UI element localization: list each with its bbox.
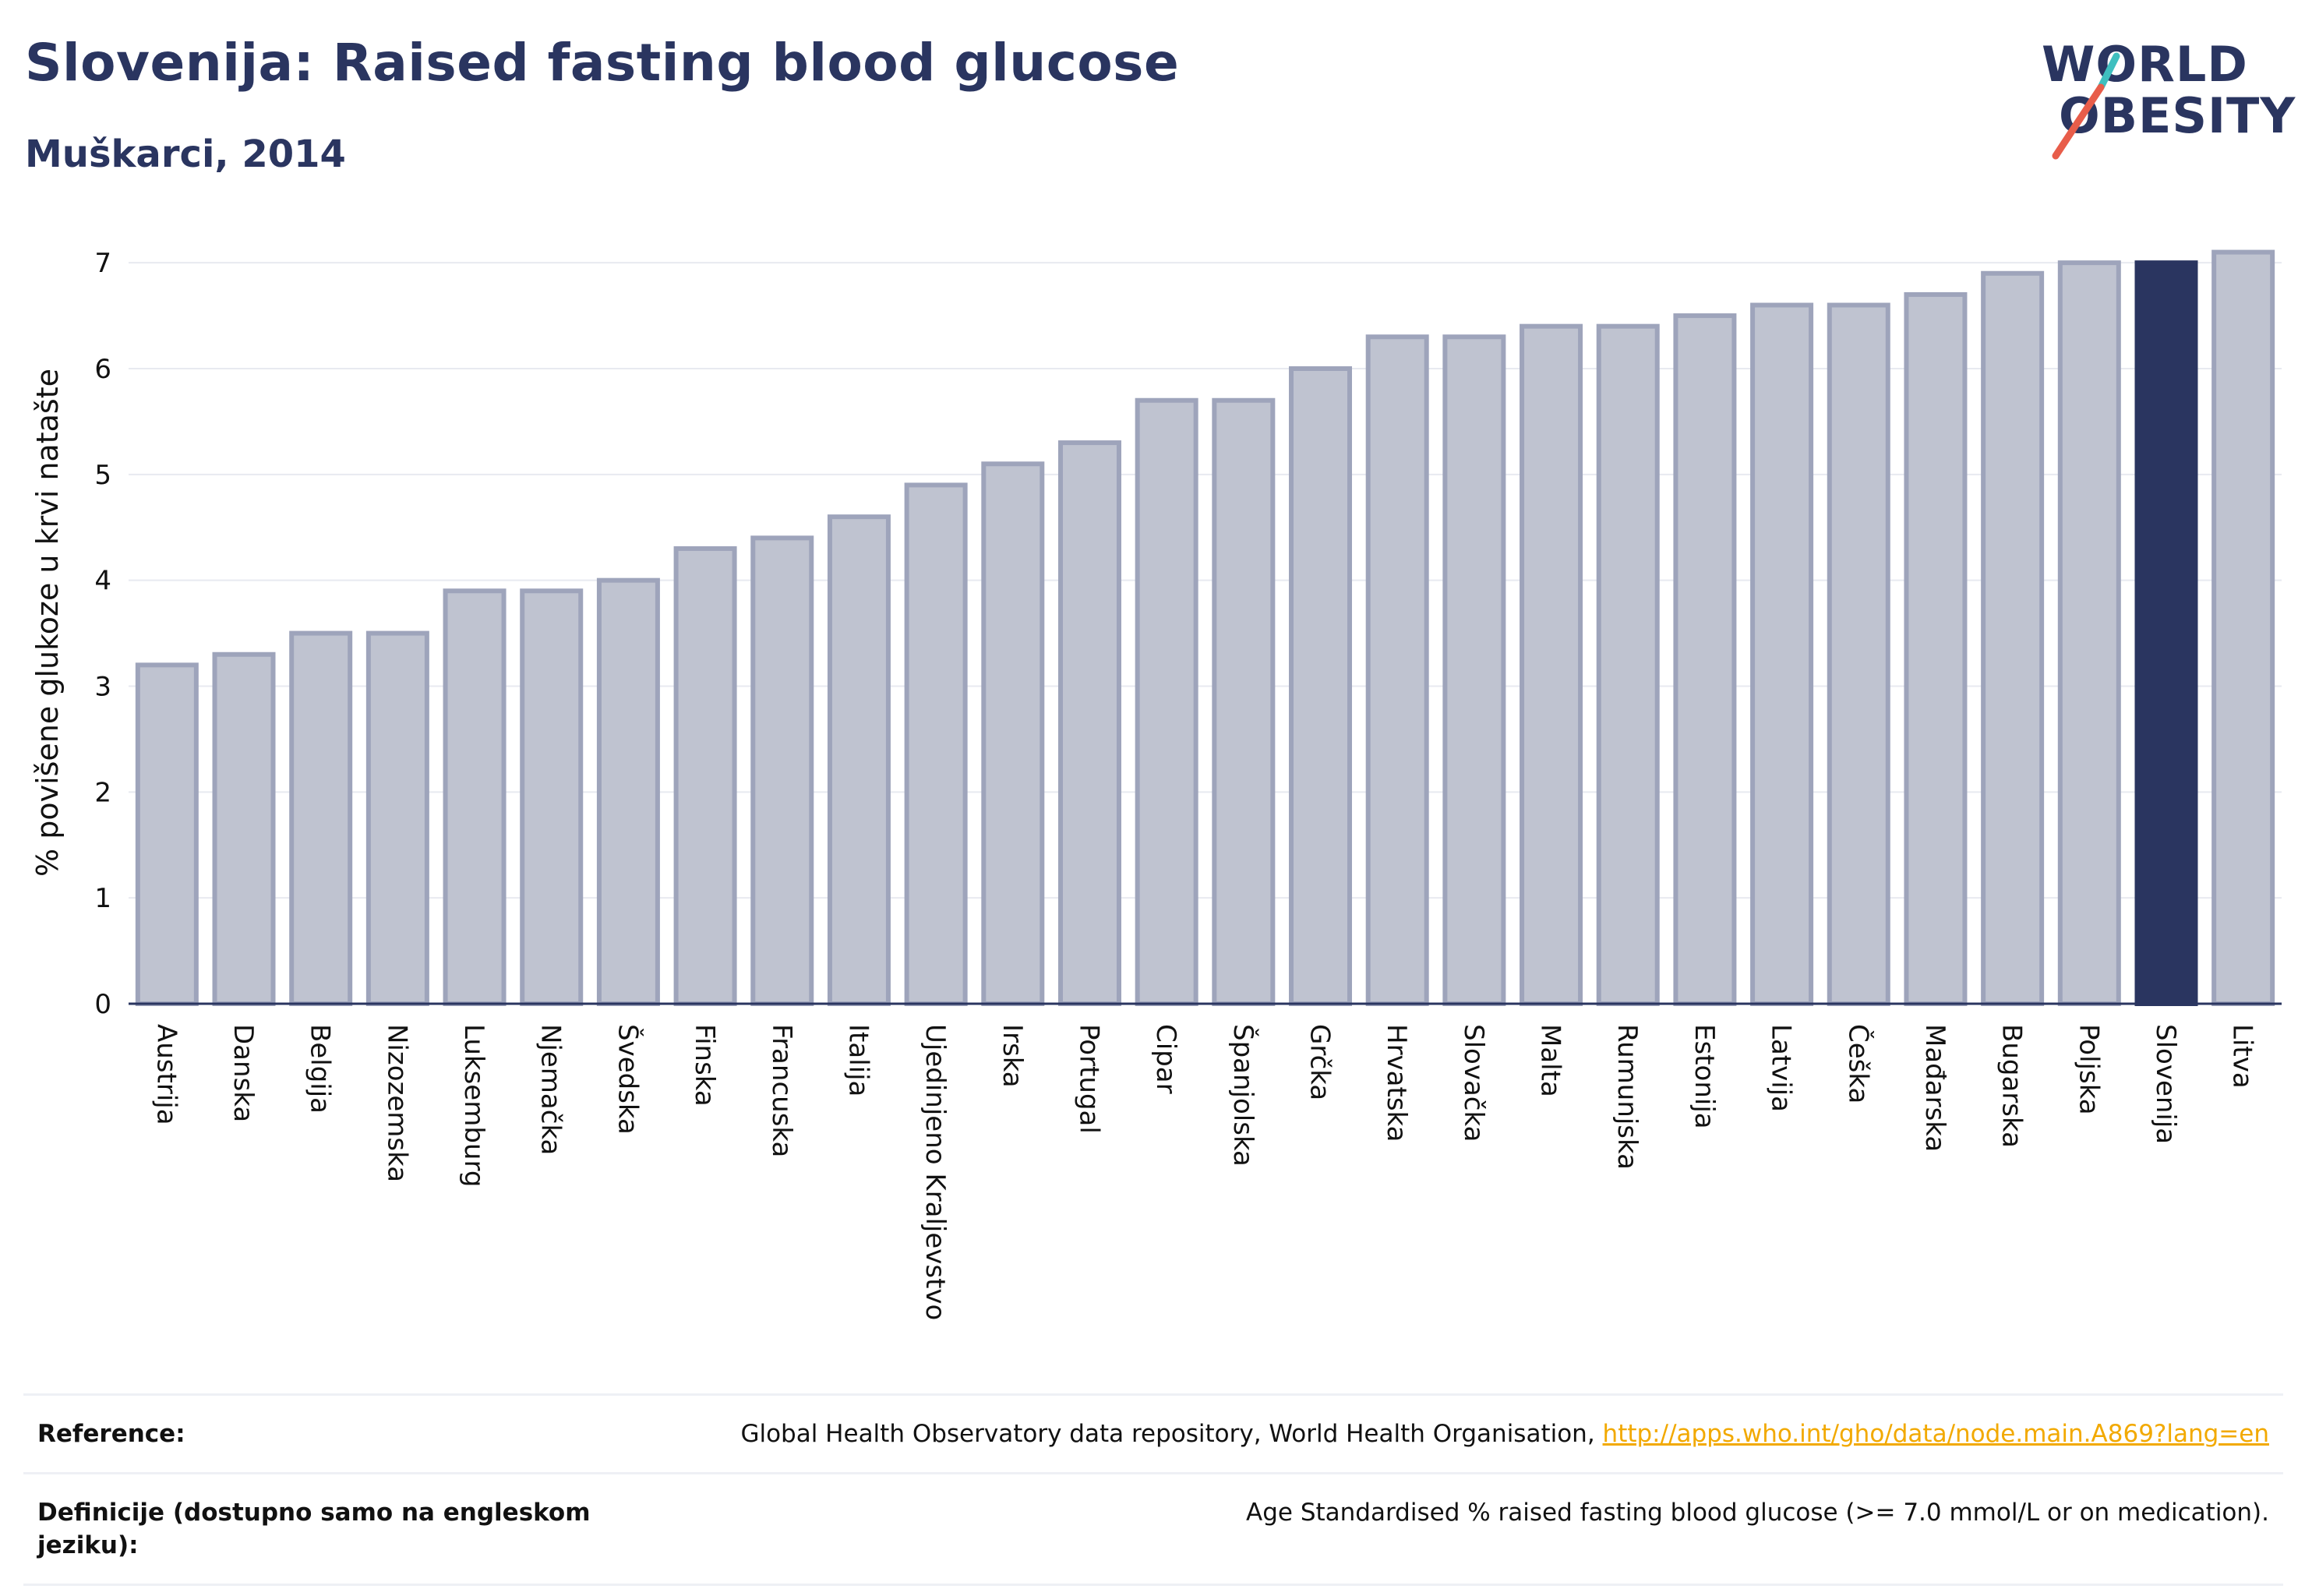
x-tick-label: Irska [997, 1024, 1028, 1088]
chart-subtitle: Muškarci, 2014 [25, 132, 346, 176]
bar-češka [1827, 302, 1890, 1006]
bar-rumunjska [1596, 323, 1660, 1006]
reference-label: Reference: [37, 1420, 185, 1448]
x-tick-label: Njemačka [535, 1024, 567, 1155]
x-tick-label: Španjolska [1227, 1024, 1259, 1167]
bar-estonija [1673, 313, 1737, 1007]
y-tick-label: 2 [94, 777, 111, 808]
bar-bugarska [1981, 270, 2045, 1006]
x-tick-label: Estonija [1689, 1024, 1720, 1129]
x-tick-label: Mađarska [1919, 1024, 1950, 1152]
x-tick-label: Danska [228, 1024, 259, 1122]
logo-slash-icon [2052, 52, 2120, 160]
bar-litva [2211, 249, 2275, 1007]
y-tick-label: 5 [94, 460, 111, 491]
y-tick-label: 1 [94, 883, 111, 914]
x-tick-label: Belgija [305, 1024, 336, 1114]
bar-švedska [596, 577, 660, 1006]
y-tick-label: 4 [94, 566, 111, 597]
x-tick-label: Cipar [1150, 1024, 1181, 1094]
bar-slovenija [2134, 260, 2198, 1006]
bar-mađarska [1904, 291, 1968, 1006]
bars [135, 249, 2275, 1007]
bar-njemačka [520, 588, 584, 1006]
logo-word-world: WORLD [2042, 36, 2248, 93]
bar-ujedinjeno-kraljevstvo [904, 482, 968, 1006]
x-tick-label: Malta [1535, 1024, 1566, 1097]
bar-nizozemska [365, 630, 429, 1006]
reference-table: Reference: Global Health Observatory dat… [23, 1393, 2283, 1586]
reference-link[interactable]: http://apps.who.int/gho/data/node.main.A… [1602, 1420, 2269, 1448]
bar-danska [212, 651, 276, 1006]
x-tick-label: Češka [1842, 1024, 1874, 1103]
bar-francuska [750, 535, 814, 1007]
x-tick-label: Litva [2227, 1024, 2258, 1089]
x-tick-label: Hrvatska [1381, 1024, 1412, 1142]
x-tick-label: Finska [689, 1024, 720, 1107]
x-tick-label: Grčka [1304, 1024, 1336, 1100]
bar-španjolska [1212, 397, 1276, 1006]
chart-title: Slovenija: Raised fasting blood glucose [25, 33, 1180, 93]
x-tick-label: Austrija [150, 1024, 182, 1125]
y-tick-label: 3 [94, 672, 111, 703]
bar-slovačka [1442, 334, 1506, 1006]
x-tick-label: Portugal [1073, 1024, 1104, 1134]
bar-finska [673, 546, 737, 1006]
bar-latvija [1750, 302, 1814, 1006]
x-tick-label: Latvija [1766, 1024, 1797, 1112]
x-tick-label: Slovačka [1458, 1024, 1489, 1142]
bar-italija [827, 514, 891, 1006]
bar-malta [1520, 323, 1583, 1006]
definition-label: Definicije (dostupno samo na engleskom j… [37, 1499, 591, 1559]
definition-value: Age Standardised % raised fasting blood … [1246, 1499, 2269, 1527]
bar-austrija [135, 662, 199, 1006]
bar-portugal [1057, 440, 1121, 1007]
x-tick-label: Luksemburg [458, 1024, 489, 1187]
reference-text: Global Health Observatory data repositor… [740, 1420, 1603, 1448]
y-tick-label: 0 [94, 989, 111, 1020]
bar-hrvatska [1365, 334, 1429, 1006]
axes: 0 1 2 3 4 5 6 7 Austrija Danska Belgija Nizozemska L… [94, 248, 2282, 1320]
x-tick-label: Nizozemska [381, 1024, 412, 1182]
y-axis-label: % povišene glukoze u krvi natašte [30, 369, 65, 877]
x-tick-label: Poljska [2073, 1024, 2104, 1115]
bar-cipar [1135, 397, 1198, 1006]
x-tick-label: Francuska [766, 1024, 797, 1157]
x-tick-label: Ujedinjeno Kraljevstvo [920, 1024, 951, 1320]
y-tick-label: 6 [94, 354, 111, 385]
definition-row: Definicije (dostupno samo na engleskom j… [23, 1472, 2283, 1586]
bar-poljska [2057, 260, 2121, 1006]
reference-row: Reference: Global Health Observatory dat… [23, 1393, 2283, 1472]
bar-irska [981, 461, 1045, 1006]
x-tick-label: Rumunjska [1611, 1024, 1643, 1170]
bar-chart: 0 1 2 3 4 5 6 7 Austrija Danska Belgija Nizozemska L… [30, 248, 2282, 1320]
y-tick-label: 7 [94, 248, 111, 279]
world-obesity-logo: WORLD OBESITY [2026, 31, 2295, 164]
reference-value: Global Health Observatory data repositor… [726, 1396, 2283, 1472]
x-tick-label: Bugarska [1996, 1024, 2028, 1148]
x-tick-label: Švedska [612, 1024, 644, 1135]
bar-grčka [1289, 366, 1353, 1006]
x-tick-label: Slovenija [2150, 1024, 2181, 1144]
bar-belgija [289, 630, 353, 1006]
x-tick-label: Italija [842, 1024, 874, 1096]
bar-luksemburg [443, 588, 507, 1006]
